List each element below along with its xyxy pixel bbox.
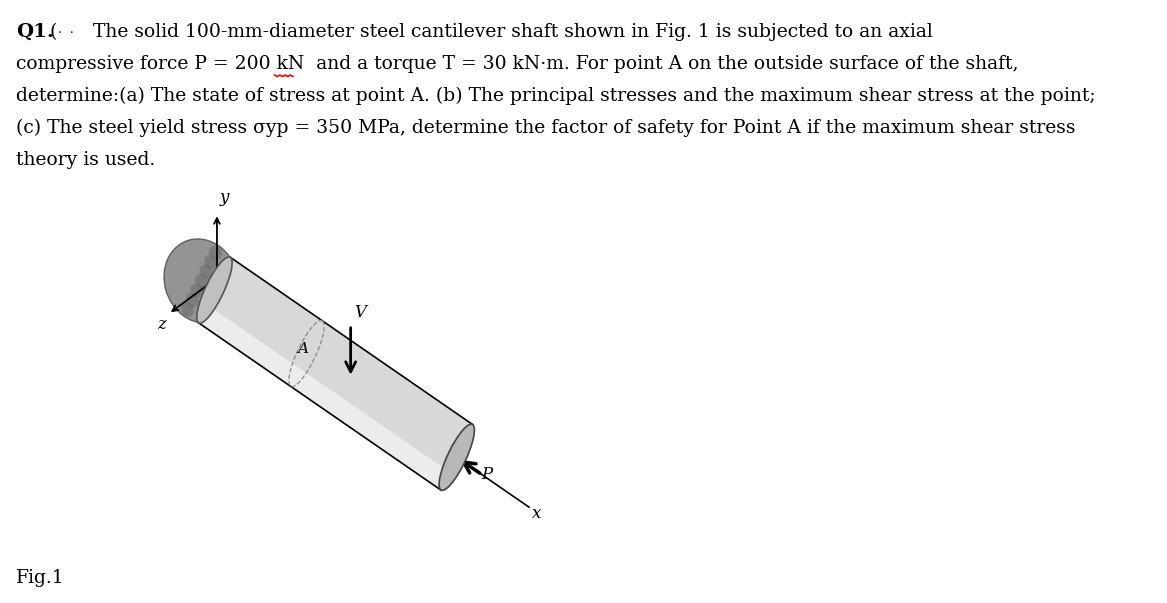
Ellipse shape [186,293,198,308]
Ellipse shape [209,245,222,260]
Text: P: P [482,466,492,483]
Text: A: A [298,342,308,356]
Text: (c) The steel yield stress σyp = 350 MPa, determine the factor of safety for Poi: (c) The steel yield stress σyp = 350 MPa… [16,119,1076,137]
Ellipse shape [165,239,239,323]
Ellipse shape [195,274,208,288]
Ellipse shape [204,255,217,270]
Text: compressive force P = 200 kN  and a torque T = 30 kN·m. For point A on the outsi: compressive force P = 200 kN and a torqu… [16,55,1019,73]
Text: V: V [354,304,366,321]
Text: determine:(a) The state of stress at point A. (b) The principal stresses and the: determine:(a) The state of stress at poi… [16,87,1096,106]
Text: Q1.: Q1. [16,24,54,41]
Polygon shape [198,305,449,490]
Text: y: y [219,189,229,206]
Ellipse shape [181,302,194,317]
Text: ·  ·: · · [58,27,74,40]
Text: theory is used.: theory is used. [16,151,155,169]
Ellipse shape [200,264,212,279]
Text: The solid 100-mm-diameter steel cantilever shaft shown in Fig. 1 is subjected to: The solid 100-mm-diameter steel cantilev… [93,24,934,41]
Ellipse shape [190,283,203,298]
Polygon shape [198,257,473,490]
Text: z: z [156,316,166,333]
Ellipse shape [439,424,475,490]
Ellipse shape [197,257,232,323]
Text: Fig.1: Fig.1 [16,569,65,587]
Text: (: ( [50,24,57,41]
Text: x: x [532,505,541,522]
